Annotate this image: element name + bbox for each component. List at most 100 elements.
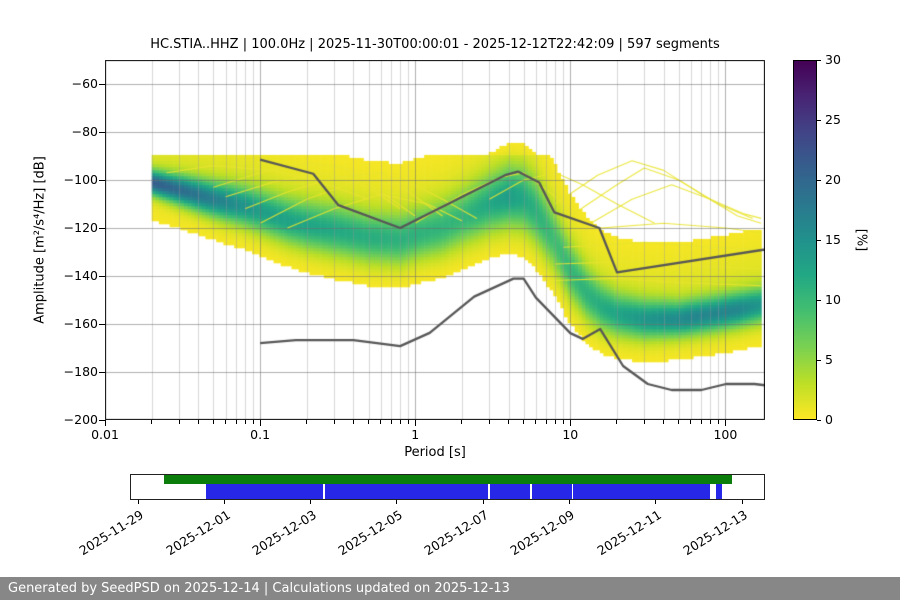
x-minor-tick-mark	[197, 420, 199, 424]
x-minor-tick-mark	[306, 420, 308, 424]
colorbar-tick-label: 0	[825, 412, 833, 427]
x-minor-tick-mark	[212, 420, 214, 424]
y-tick-mark	[99, 83, 105, 85]
y-tick-mark	[99, 419, 105, 421]
x-minor-tick-mark	[399, 420, 401, 424]
y-tick-label: −160	[63, 316, 98, 331]
x-minor-tick-mark	[616, 420, 618, 424]
x-minor-tick-mark	[352, 420, 354, 424]
timeline-psd-segment	[715, 484, 723, 499]
colorbar-gradient	[794, 61, 816, 419]
x-minor-tick-mark	[151, 420, 153, 424]
colorbar-tick-mark	[817, 239, 821, 241]
x-tick-mark	[104, 420, 106, 426]
colorbar-tick-mark	[817, 119, 821, 121]
ppsd-heatmap-canvas	[105, 60, 765, 420]
y-axis-label: Amplitude [m²/s⁴/Hz] [dB]	[32, 156, 48, 324]
y-tick-label: −100	[63, 172, 98, 187]
colorbar-tick-mark	[817, 59, 821, 61]
timeline-gap	[323, 484, 326, 499]
x-axis-label: Period [s]	[404, 445, 466, 460]
timeline-date-label: 2025-11-29	[76, 507, 147, 559]
timeline-date-label: 2025-12-05	[335, 507, 405, 559]
timeline-data-segment	[163, 475, 733, 484]
footer-bar: Generated by SeedPSD on 2025-12-14 | Cal…	[0, 577, 900, 600]
colorbar-tick-label: 25	[825, 112, 841, 127]
plot-area	[105, 60, 765, 420]
x-tick-label: 100	[713, 427, 738, 442]
plot-title: HC.STIA..HHZ | 100.0Hz | 2025-11-30T00:0…	[150, 37, 720, 52]
x-minor-tick-mark	[643, 420, 645, 424]
x-tick-mark	[259, 420, 261, 426]
timeline-date-label: 2025-12-07	[421, 507, 491, 559]
colorbar-tick-label: 20	[825, 172, 841, 187]
x-minor-tick-mark	[700, 420, 702, 424]
y-tick-label: −180	[63, 364, 98, 379]
timeline-tick-mark	[396, 500, 398, 504]
x-minor-tick-mark	[244, 420, 246, 424]
timeline-tick-mark	[224, 500, 226, 504]
colorbar-label: [%]	[853, 228, 869, 252]
x-minor-tick-mark	[390, 420, 392, 424]
x-minor-tick-mark	[554, 420, 556, 424]
y-tick-mark	[99, 275, 105, 277]
x-tick-mark	[724, 420, 726, 426]
colorbar-tick-label: 15	[825, 232, 841, 247]
x-tick-label: 1	[411, 427, 420, 442]
colorbar	[793, 60, 817, 420]
y-tick-mark	[99, 323, 105, 325]
x-minor-tick-mark	[368, 420, 369, 424]
colorbar-tick-mark	[817, 359, 821, 361]
y-tick-label: −140	[63, 268, 98, 283]
x-minor-tick-mark	[407, 420, 409, 424]
x-tick-mark	[569, 420, 571, 426]
timeline-gap	[529, 484, 532, 499]
colorbar-tick-mark	[817, 299, 821, 301]
timeline-psd-segment	[205, 484, 711, 499]
y-tick-label: −120	[63, 220, 98, 235]
x-minor-tick-mark	[678, 420, 680, 424]
colorbar-tick-mark	[817, 179, 821, 181]
x-minor-tick-mark	[252, 420, 254, 424]
x-minor-tick-mark	[562, 420, 564, 424]
colorbar-tick-label: 5	[825, 352, 833, 367]
x-tick-label: 0.01	[91, 427, 119, 442]
x-minor-tick-mark	[709, 420, 711, 424]
timeline-gap	[571, 484, 574, 499]
y-tick-label: −60	[71, 76, 98, 91]
timeline-date-label: 2025-12-09	[507, 507, 578, 559]
x-minor-tick-mark	[488, 420, 490, 424]
y-tick-mark	[99, 371, 105, 373]
colorbar-tick-label: 10	[825, 292, 841, 307]
x-minor-tick-mark	[225, 420, 227, 424]
x-minor-tick-mark	[717, 420, 719, 424]
timeline-tick-mark	[482, 500, 484, 504]
x-minor-tick-mark	[333, 420, 335, 424]
timeline-date-label: 2025-12-01	[162, 507, 233, 559]
x-minor-tick-mark	[535, 420, 537, 424]
timeline-gap	[488, 484, 490, 499]
x-minor-tick-mark	[235, 420, 237, 424]
timeline-tick-mark	[137, 500, 139, 504]
timeline-tick-mark	[310, 500, 312, 504]
y-tick-mark	[99, 131, 105, 133]
x-minor-tick-mark	[663, 420, 665, 424]
footer-text: Generated by SeedPSD on 2025-12-14 | Cal…	[8, 581, 510, 596]
y-tick-mark	[99, 227, 105, 229]
colorbar-tick-mark	[817, 419, 821, 421]
x-tick-label: 0.1	[250, 427, 271, 442]
x-tick-mark	[414, 420, 416, 426]
x-minor-tick-mark	[178, 420, 180, 424]
timeline-tick-mark	[655, 500, 657, 504]
colorbar-tick-label: 30	[825, 52, 841, 67]
y-tick-label: −80	[71, 124, 98, 139]
y-tick-label: −200	[63, 412, 98, 427]
x-minor-tick-mark	[461, 420, 463, 424]
timeline-date-label: 2025-12-11	[594, 507, 664, 559]
timeline-tick-mark	[568, 500, 570, 504]
x-minor-tick-mark	[380, 420, 382, 424]
y-tick-mark	[99, 179, 105, 181]
x-tick-label: 10	[562, 427, 579, 442]
x-minor-tick-mark	[545, 420, 547, 424]
